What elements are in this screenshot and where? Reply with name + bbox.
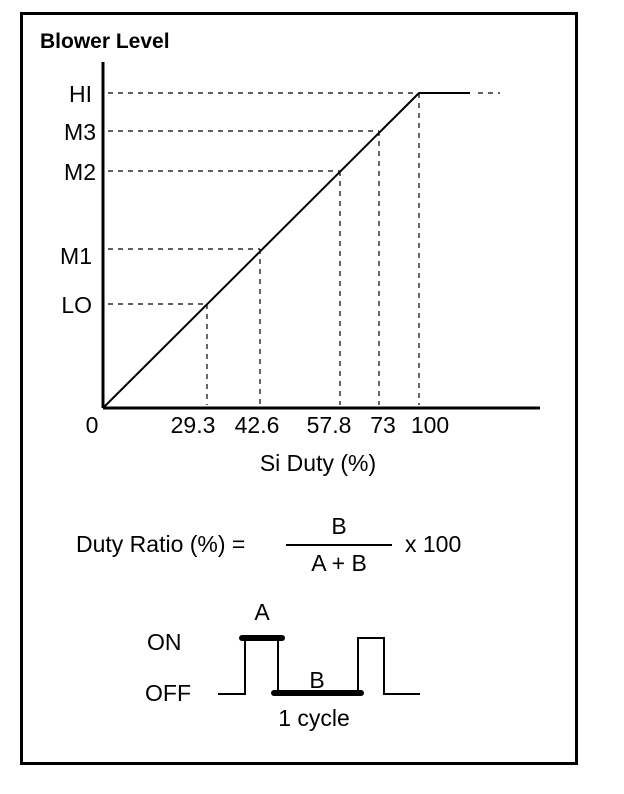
figure-frame <box>20 12 578 765</box>
xtick-42-6: 42.6 <box>235 412 280 438</box>
waveform-cycle-label: 1 cycle <box>278 705 350 731</box>
x-axis-label: Si Duty (%) <box>260 450 376 476</box>
waveform-on-label: ON <box>147 629 182 655</box>
xtick-73: 73 <box>370 412 396 438</box>
xtick-29-3: 29.3 <box>171 412 216 438</box>
ylevel-m3: M3 <box>64 119 96 145</box>
waveform-a-label: A <box>254 599 270 625</box>
ylevel-m2: M2 <box>64 159 96 185</box>
waveform-b-label: B <box>309 667 324 693</box>
chart-title: Blower Level <box>40 30 170 53</box>
formula-denominator: A + B <box>311 550 367 576</box>
ylevel-lo: LO <box>61 292 92 318</box>
waveform-off-label: OFF <box>145 680 191 706</box>
formula-multiplier: x 100 <box>405 531 461 557</box>
xtick-0: 0 <box>86 412 99 438</box>
duty-line <box>102 92 420 409</box>
formula-lhs: Duty Ratio (%) = <box>76 531 245 557</box>
ylevel-hi: HI <box>69 81 92 107</box>
formula-numerator: B <box>331 513 346 539</box>
xtick-100: 100 <box>411 412 449 438</box>
xtick-57-8: 57.8 <box>307 412 352 438</box>
ylevel-m1: M1 <box>60 243 92 269</box>
